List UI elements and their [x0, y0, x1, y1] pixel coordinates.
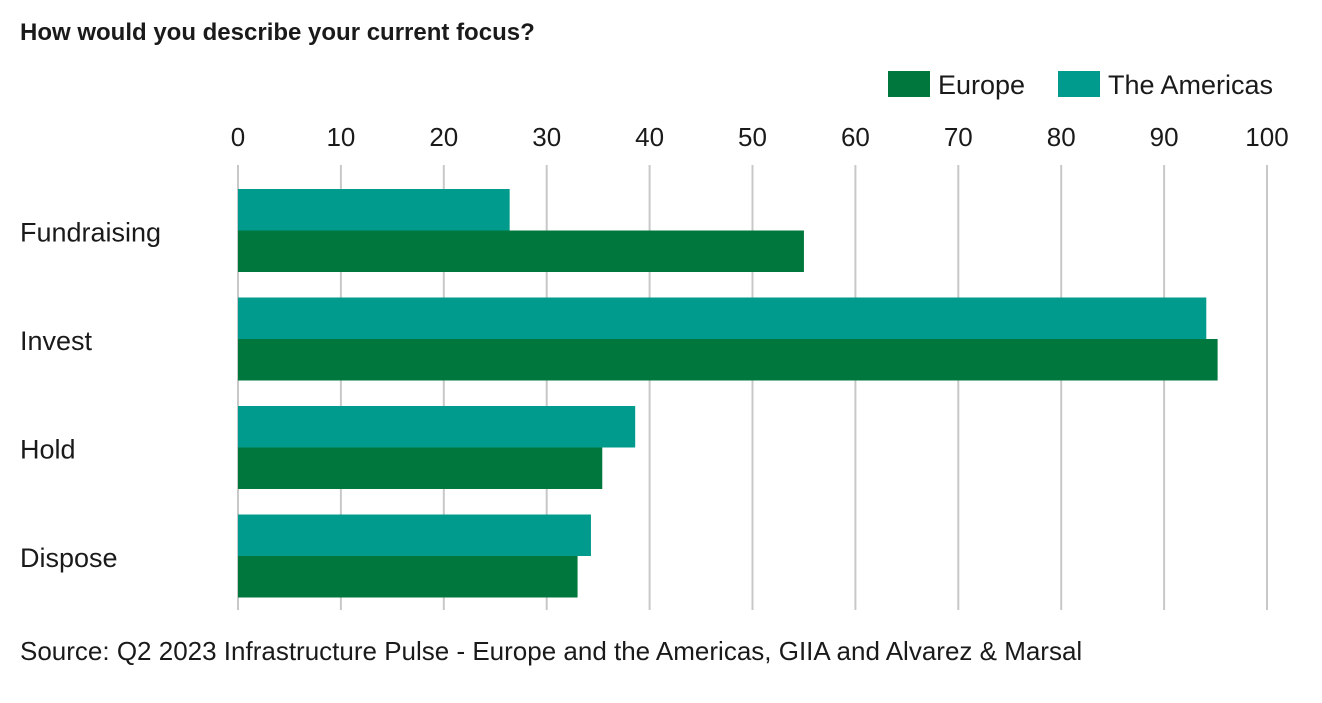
x-tick-label: 50: [738, 122, 767, 152]
x-tick-label: 20: [429, 122, 458, 152]
bar-the-americas-dispose: [238, 514, 591, 556]
x-tick-label: 10: [326, 122, 355, 152]
category-label: Invest: [20, 326, 93, 356]
legend-label: The Americas: [1108, 70, 1273, 100]
bar-europe-dispose: [238, 556, 578, 598]
category-labels: Fundraising Invest Hold Dispose: [20, 218, 161, 574]
x-tick-label: 80: [1047, 122, 1076, 152]
bars: [238, 189, 1218, 598]
legend: Europe The Americas: [888, 70, 1273, 100]
category-label: Fundraising: [20, 218, 161, 248]
source-note: Source: Q2 2023 Infrastructure Pulse - E…: [20, 636, 1082, 666]
x-tick-label: 0: [231, 122, 245, 152]
x-tick-label: 100: [1245, 122, 1288, 152]
x-tick-label: 90: [1150, 122, 1179, 152]
bar-the-americas-fundraising: [238, 189, 510, 231]
legend-swatch: [1058, 71, 1100, 97]
bar-the-americas-hold: [238, 406, 636, 448]
bar-europe-invest: [238, 339, 1218, 381]
legend-swatch: [888, 71, 930, 97]
x-tick-label: 70: [944, 122, 973, 152]
category-label: Hold: [20, 435, 76, 465]
x-tick-label: 40: [635, 122, 664, 152]
x-tick-label: 30: [532, 122, 561, 152]
category-label: Dispose: [20, 543, 118, 573]
chart-title: How would you describe your current focu…: [20, 19, 535, 46]
legend-label: Europe: [938, 70, 1025, 100]
bar-the-americas-invest: [238, 297, 1207, 339]
x-axis-ticks: 0 10 20 30 40 50 60 70 80 90 100: [231, 122, 1289, 152]
bar-europe-hold: [238, 447, 603, 489]
x-tick-label: 60: [841, 122, 870, 152]
bar-europe-fundraising: [238, 230, 804, 272]
